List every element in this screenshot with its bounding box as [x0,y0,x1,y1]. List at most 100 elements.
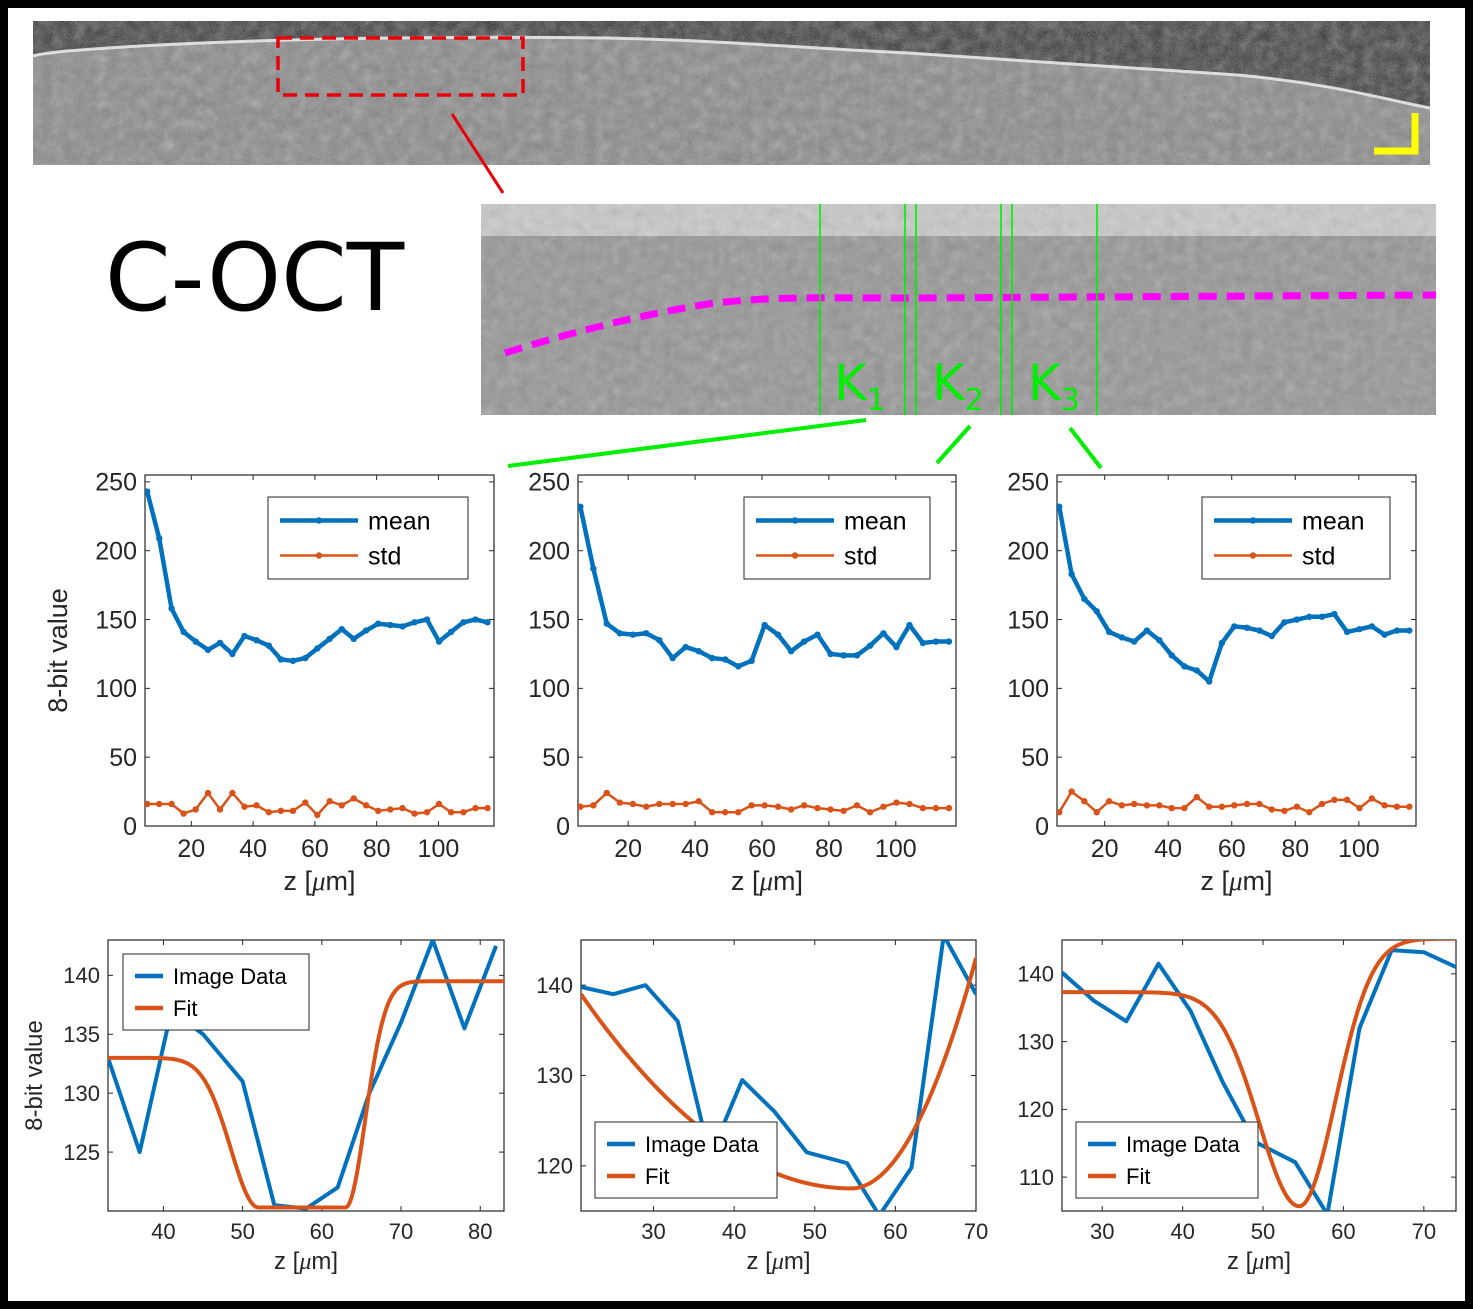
x-tick-label: 30 [641,1219,665,1244]
data-point-mean [326,635,333,642]
connector-k1 [507,418,867,468]
x-tick-label: 80 [468,1219,492,1244]
y-axis-label: 8-bit value [43,588,73,713]
data-point-std [1268,806,1275,813]
y-axis-label: 8-bit value [21,1020,48,1131]
bscan-image [32,21,1431,165]
y-tick-label: 130 [536,1063,573,1088]
data-point-std [411,810,418,817]
data-point-mean [893,643,900,651]
data-point-std [472,804,479,812]
x-axis-label-unit: μ [311,866,326,896]
legend: mean std [267,496,469,580]
data-point-mean [180,628,187,636]
data-point-mean [1381,631,1388,638]
legend-label-data: Image Data [173,964,287,989]
data-point-mean [656,636,663,644]
data-point-std [350,795,357,802]
legend-label-data: Image Data [645,1132,759,1157]
data-point-mean [1243,624,1251,631]
data-point-mean [669,654,676,662]
data-point-mean [314,645,321,652]
data-point-mean [1406,627,1413,634]
data-point-std [1406,803,1413,810]
x-tick-label: 20 [614,835,642,863]
data-point-std [302,799,309,806]
x-tick-label: 80 [815,835,843,863]
chart-fit-k2: 30 40 50 60 70 120 130 140 z [μm] Image Data Fit [536,939,988,1275]
x-tick-label: 60 [1218,835,1246,863]
data-point-std [435,800,443,808]
chart-profile-k3: 20 40 60 80 100 0 50 100 150 200 250 z [μm] mean std [1007,469,1417,896]
data-point-mean [156,535,163,542]
data-point-mean [919,639,927,647]
x-axis-label: z [μm] [283,866,355,896]
window-label-k1: K1 [834,354,886,418]
data-point-std [827,806,834,813]
data-point-std [603,789,610,797]
data-point-mean [265,642,273,649]
data-point-std [1281,807,1288,815]
surface-trace [503,291,1437,357]
data-point-mean [1057,503,1063,510]
x-axis-label-unit: μ [1228,866,1243,896]
window-label-main: K [834,354,868,412]
data-point-mean [1081,595,1088,603]
legend-label-fit: Fit [173,996,197,1021]
data-point-std [1118,802,1126,809]
data-point-mean [1068,570,1075,578]
x-axis-label: z [μm] [731,866,803,896]
x-tick-label: 80 [363,835,391,863]
data-point-mean [484,619,491,626]
data-point-std [1168,804,1175,812]
chart-fit-k1: 40 50 60 70 80 125 130 135 140 z [μm] 8-bit value I… [21,939,505,1275]
data-point-mean [229,650,236,658]
y-tick-label: 200 [1007,537,1049,565]
x-axis-label-post: m] [326,866,356,896]
y-tick-label: 140 [1017,962,1054,987]
data-point-std [265,809,273,816]
data-point-std [241,803,248,810]
x-tick-label: 40 [151,1219,175,1244]
data-point-mean [192,638,199,645]
data-point-mean [1331,610,1338,618]
data-point-mean [748,657,755,665]
window-label-sub: 2 [965,383,984,418]
x-tick-label: 70 [1412,1219,1436,1244]
data-point-mean [216,639,224,647]
x-axis-label: z [μm] [746,1248,810,1275]
data-point-mean [204,646,212,654]
x-tick-label: 70 [964,1219,988,1244]
data-point-std [156,800,163,808]
data-point-std [643,803,650,810]
y-tick-label: 0 [1035,813,1049,841]
legend-label-fit: Fit [645,1164,669,1189]
legend-marker-mean [315,517,323,524]
window-label-k3: K3 [1028,354,1080,418]
legend-marker-std [1249,552,1257,559]
series-line-data [581,940,976,1211]
bscan-surface [32,35,1431,110]
data-point-mean [411,619,418,626]
data-point-mean [643,630,650,637]
legend-label-std: std [368,543,401,571]
legend-box [594,1121,778,1199]
data-point-mean [814,631,821,638]
x-axis-label-pre: z [ [1227,1248,1253,1275]
data-point-std [695,798,702,805]
data-point-std [1205,803,1213,810]
x-tick-label: 60 [748,835,776,863]
data-point-std [682,800,689,808]
data-point-std [761,802,768,809]
data-point-std [893,799,900,806]
chart-profile-k2: 20 40 60 80 100 0 50 100 150 200 250 z [μm] mean std [528,469,957,896]
x-tick-label: 20 [1091,835,1119,863]
y-tick-label: 120 [536,1154,573,1179]
zoom-connector-red [450,113,505,194]
y-tick-label: 140 [63,963,100,988]
legend-label-fit: Fit [1126,1164,1150,1189]
data-point-mean [774,631,782,638]
bscan-shading [33,21,1430,165]
data-point-mean [338,625,345,633]
y-tick-label: 0 [123,813,137,841]
